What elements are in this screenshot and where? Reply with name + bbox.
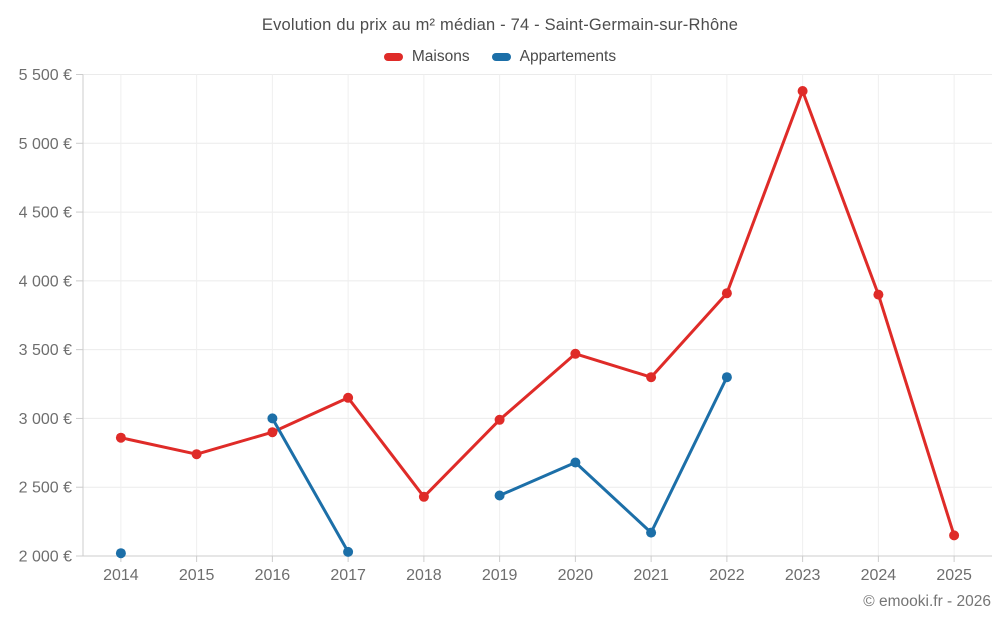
- x-tick-label: 2021: [633, 567, 669, 584]
- maisons-data-point: [949, 530, 960, 541]
- legend-label-maisons: Maisons: [411, 48, 470, 65]
- maisons-data-point: [343, 392, 354, 403]
- maisons-series-swatch-icon: [383, 53, 403, 61]
- x-tick-label: 2023: [785, 567, 821, 584]
- maisons-data-point: [721, 288, 732, 299]
- maisons-series-line: [119, 89, 956, 537]
- appartements-data-point: [115, 548, 126, 559]
- appartements-data-point: [646, 527, 657, 538]
- y-tick-label: 2 000 €: [19, 549, 72, 566]
- legend-item-appartements[interactable]: Appartements: [491, 48, 617, 66]
- chart-title: Evolution du prix au m² médian - 74 - Sa…: [261, 16, 739, 34]
- maisons-data-point: [418, 491, 429, 502]
- y-tick-label: 3 500 €: [19, 342, 72, 359]
- x-tick-label: 2014: [103, 567, 139, 584]
- x-tick-label: 2024: [861, 567, 897, 584]
- y-tick-label: 5 000 €: [19, 136, 72, 153]
- y-tick-label: 3 000 €: [19, 411, 72, 428]
- legend-item-maisons[interactable]: Maisons: [383, 48, 470, 66]
- legend-label-appartements: Appartements: [519, 48, 617, 65]
- appartements-data-point: [343, 546, 354, 557]
- maisons-data-point: [646, 372, 657, 383]
- y-tick-label: 4 000 €: [19, 273, 72, 290]
- x-tick-label: 2022: [709, 567, 745, 584]
- y-tick-label: 2 500 €: [19, 480, 72, 497]
- maisons-data-point: [494, 414, 505, 425]
- appartements-data-point: [570, 457, 581, 468]
- appartements-data-point: [721, 372, 732, 383]
- maisons-data-point: [115, 432, 126, 443]
- watermark-credit: © emooki.fr - 2026: [863, 593, 991, 610]
- maisons-data-point: [797, 86, 808, 96]
- x-tick-label: 2015: [179, 567, 215, 584]
- x-tick-label: 2025: [936, 567, 972, 584]
- maisons-data-point: [191, 449, 202, 460]
- y-tick-label: 5 500 €: [19, 67, 72, 84]
- x-tick-label: 2019: [482, 567, 518, 584]
- x-tick-label: 2016: [255, 567, 291, 584]
- maisons-data-point: [267, 427, 278, 438]
- x-tick-label: 2018: [406, 567, 442, 584]
- y-tick-label: 4 500 €: [19, 205, 72, 222]
- x-tick-label: 2020: [558, 567, 594, 584]
- x-tick-label: 2017: [330, 567, 366, 584]
- maisons-data-point: [570, 348, 581, 359]
- chart-legend: Maisons Appartements: [0, 45, 1000, 69]
- appartements-series-swatch-icon: [491, 53, 511, 61]
- appartements-data-point: [267, 413, 278, 424]
- appartements-data-point: [494, 490, 505, 501]
- appartements-series-line: [270, 375, 729, 554]
- maisons-data-point: [873, 289, 884, 300]
